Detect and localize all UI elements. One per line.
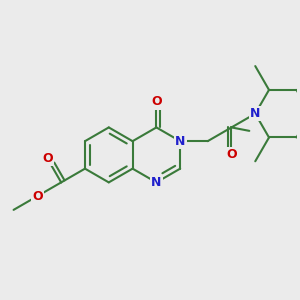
Text: O: O <box>151 95 162 108</box>
Text: N: N <box>151 176 162 189</box>
Text: N: N <box>175 135 185 148</box>
Text: O: O <box>42 152 53 165</box>
Text: O: O <box>226 148 237 161</box>
Text: O: O <box>32 190 43 202</box>
Text: N: N <box>250 107 260 120</box>
